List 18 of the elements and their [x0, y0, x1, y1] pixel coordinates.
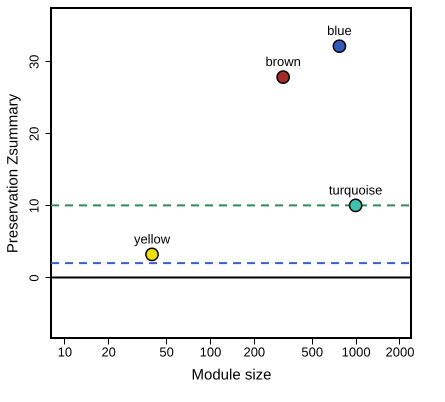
x-tick-label: 20: [101, 344, 116, 360]
y-tick-label: 20: [26, 126, 42, 142]
series-label: brown: [265, 54, 301, 70]
x-axis-title: Module size: [191, 366, 272, 384]
x-tick-label: 200: [243, 344, 266, 360]
x-tick-label: 10: [58, 344, 72, 360]
x-tick-label: 500: [301, 344, 324, 360]
y-tick-label: 30: [26, 54, 42, 70]
series-label: turquoise: [328, 182, 382, 198]
x-tick-label: 50: [159, 344, 174, 360]
series-label: yellow: [134, 231, 171, 246]
y-tick-label: 10: [26, 198, 42, 214]
x-tick-label: 1000: [342, 344, 371, 360]
x-tick-label: 2000: [386, 344, 414, 360]
x-tick-label: 100: [200, 344, 222, 360]
y-axis-title: Preservation Zsummary: [4, 93, 22, 254]
series-label: blue: [327, 23, 352, 38]
y-tick-label: 0: [26, 274, 42, 282]
